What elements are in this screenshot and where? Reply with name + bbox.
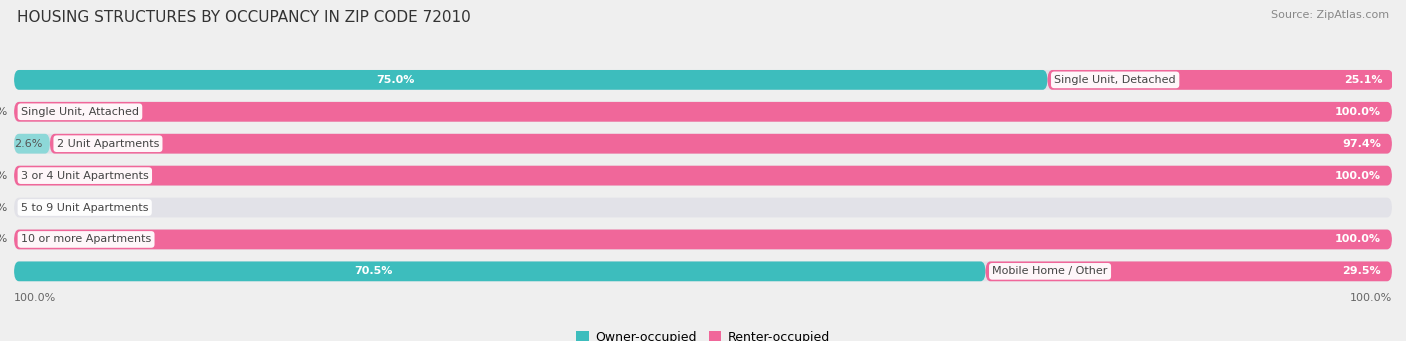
Text: 0.0%: 0.0%: [0, 235, 7, 244]
Text: Mobile Home / Other: Mobile Home / Other: [993, 266, 1108, 276]
Text: 5 to 9 Unit Apartments: 5 to 9 Unit Apartments: [21, 203, 149, 212]
FancyBboxPatch shape: [14, 134, 49, 153]
Text: 3 or 4 Unit Apartments: 3 or 4 Unit Apartments: [21, 170, 149, 181]
FancyBboxPatch shape: [14, 229, 1392, 249]
FancyBboxPatch shape: [14, 70, 1047, 90]
FancyBboxPatch shape: [14, 166, 1392, 186]
FancyBboxPatch shape: [14, 229, 1392, 249]
FancyBboxPatch shape: [1047, 70, 1393, 90]
Text: 29.5%: 29.5%: [1343, 266, 1381, 276]
Text: 97.4%: 97.4%: [1343, 139, 1381, 149]
FancyBboxPatch shape: [14, 102, 1392, 122]
Text: 100.0%: 100.0%: [1334, 170, 1381, 181]
Text: 75.0%: 75.0%: [375, 75, 415, 85]
FancyBboxPatch shape: [14, 198, 1392, 218]
Text: HOUSING STRUCTURES BY OCCUPANCY IN ZIP CODE 72010: HOUSING STRUCTURES BY OCCUPANCY IN ZIP C…: [17, 10, 471, 25]
FancyBboxPatch shape: [49, 134, 1392, 153]
FancyBboxPatch shape: [14, 166, 1392, 186]
Text: 10 or more Apartments: 10 or more Apartments: [21, 235, 152, 244]
Text: 0.0%: 0.0%: [0, 170, 7, 181]
Text: 2 Unit Apartments: 2 Unit Apartments: [56, 139, 159, 149]
Text: Single Unit, Attached: Single Unit, Attached: [21, 107, 139, 117]
FancyBboxPatch shape: [14, 262, 986, 281]
Text: Source: ZipAtlas.com: Source: ZipAtlas.com: [1271, 10, 1389, 20]
Text: 0.0%: 0.0%: [0, 203, 7, 212]
FancyBboxPatch shape: [14, 134, 1392, 153]
Text: 25.1%: 25.1%: [1344, 75, 1382, 85]
Text: 0.0%: 0.0%: [0, 107, 7, 117]
Text: 100.0%: 100.0%: [1334, 235, 1381, 244]
Legend: Owner-occupied, Renter-occupied: Owner-occupied, Renter-occupied: [571, 326, 835, 341]
Text: Single Unit, Detached: Single Unit, Detached: [1054, 75, 1175, 85]
Text: 100.0%: 100.0%: [1350, 293, 1392, 302]
Text: 2.6%: 2.6%: [14, 139, 44, 149]
Text: 100.0%: 100.0%: [14, 293, 56, 302]
Text: 100.0%: 100.0%: [1334, 107, 1381, 117]
FancyBboxPatch shape: [14, 70, 1392, 90]
Text: 70.5%: 70.5%: [354, 266, 392, 276]
FancyBboxPatch shape: [14, 262, 1392, 281]
FancyBboxPatch shape: [986, 262, 1392, 281]
FancyBboxPatch shape: [14, 102, 1392, 122]
